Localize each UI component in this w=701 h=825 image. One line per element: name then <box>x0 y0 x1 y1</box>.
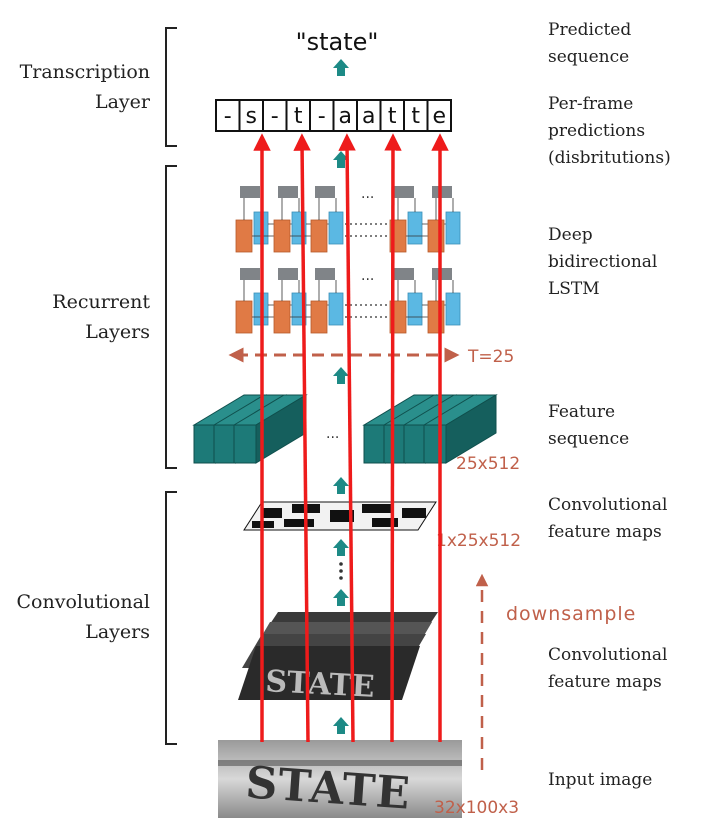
recurrent-layer-group: Recurrent Layers <box>52 165 177 469</box>
per-frame-desc: Per-frame <box>548 94 633 114</box>
transcription-layer-label: Layer <box>95 91 151 113</box>
predicted-sequence-desc: Predicted <box>548 20 631 40</box>
lstm-ellipsis: ... <box>361 186 374 202</box>
frame-cell: - <box>215 99 241 132</box>
lstm-desc: bidirectional <box>548 252 657 272</box>
conv-maps-bottom-desc: feature maps <box>548 672 662 692</box>
frame-cell: s <box>238 99 264 132</box>
feature-sequence <box>192 394 498 464</box>
transcription-layer-group: Transcription Layer <box>20 27 177 147</box>
recurrent-bracket <box>165 165 177 469</box>
recurrent-layer-label: Recurrent <box>52 291 150 313</box>
up-arrow-icon <box>333 367 349 384</box>
frame-char: t <box>294 104 303 129</box>
convolutional-bracket <box>165 491 177 745</box>
predicted-sequence-desc: sequence <box>548 47 629 67</box>
lstm-cell <box>310 186 344 253</box>
lstm-desc: LSTM <box>548 279 600 299</box>
frame-char: - <box>318 104 326 129</box>
receptive-field-arrow <box>338 133 356 743</box>
lstm-desc: Deep <box>548 225 593 245</box>
lstm-cell <box>310 268 344 334</box>
descriptions: Predicted sequence Per-frame predictions… <box>548 20 671 790</box>
input-image: STATE <box>218 740 462 820</box>
conv-maps-top-desc: feature maps <box>548 522 662 542</box>
frame-cell: t <box>403 99 429 132</box>
lstm-grid <box>235 186 461 334</box>
frame-char: e <box>432 104 446 129</box>
frame-cell: a <box>356 99 382 132</box>
up-arrow-icon <box>333 589 349 606</box>
conv-dims-label: 1x25x512 <box>436 531 521 551</box>
receptive-field-arrows <box>253 133 449 743</box>
lstm-cell <box>427 186 461 253</box>
frame-cell: t <box>379 99 405 132</box>
frame-char: - <box>224 104 232 129</box>
up-arrow-icon <box>333 59 349 76</box>
feature-seq-desc: Feature <box>548 402 615 422</box>
up-arrow-icon <box>333 717 349 734</box>
conv-maps-bottom-desc: Convolutional <box>548 645 667 665</box>
up-arrow-icon <box>333 151 349 168</box>
frame-char: - <box>271 104 279 129</box>
per-frame-desc: predictions <box>548 121 645 141</box>
transcription-bracket <box>165 27 177 147</box>
frame-char: t <box>411 104 420 129</box>
feature-seq-desc: sequence <box>548 429 629 449</box>
convolutional-layer-label: Convolutional <box>17 591 151 613</box>
frame-char: a <box>339 104 352 129</box>
downsample-label: downsample <box>506 603 636 625</box>
conv-maps-image-text: STATE <box>265 664 376 705</box>
time-steps-label: T=25 <box>467 347 514 367</box>
input-dims-label: 32x100x3 <box>434 798 519 818</box>
receptive-field-arrow <box>384 133 402 743</box>
frame-cell: e <box>426 99 452 132</box>
convolutional-layer-group: Convolutional Layers <box>17 491 177 745</box>
frame-cell: t <box>285 99 311 132</box>
stage-arrows <box>333 59 349 734</box>
frame-cell: - <box>309 99 335 132</box>
frame-cell: - <box>262 99 288 132</box>
frame-char: a <box>362 104 375 129</box>
transcription-layer-label: Transcription <box>20 61 150 83</box>
input-image-desc: Input image <box>548 770 652 790</box>
feature-ellipsis: ... <box>326 426 339 442</box>
convolutional-layer-label: Layers <box>85 621 150 643</box>
frame-char: s <box>246 104 257 129</box>
per-frame-desc: (disbritutions) <box>548 148 671 168</box>
lstm-cell <box>427 268 461 334</box>
receptive-field-arrow <box>293 133 311 743</box>
input-image-text: STATE <box>244 757 412 819</box>
frame-cell: a <box>332 99 358 132</box>
feature-dims-label: 25x512 <box>456 454 520 474</box>
conv-feature-maps-bottom: STATE <box>238 612 438 705</box>
vertical-ellipsis <box>339 562 343 580</box>
up-arrow-icon <box>333 477 349 494</box>
up-arrow-icon <box>333 539 349 556</box>
lstm-ellipsis: ... <box>361 268 374 284</box>
feature-bar <box>232 394 308 464</box>
conv-feature-maps-top <box>243 501 437 531</box>
recurrent-layer-label: Layers <box>85 321 150 343</box>
frame-char: t <box>388 104 397 129</box>
conv-maps-top-desc: Convolutional <box>548 495 667 515</box>
predicted-text: "state" <box>296 28 379 56</box>
